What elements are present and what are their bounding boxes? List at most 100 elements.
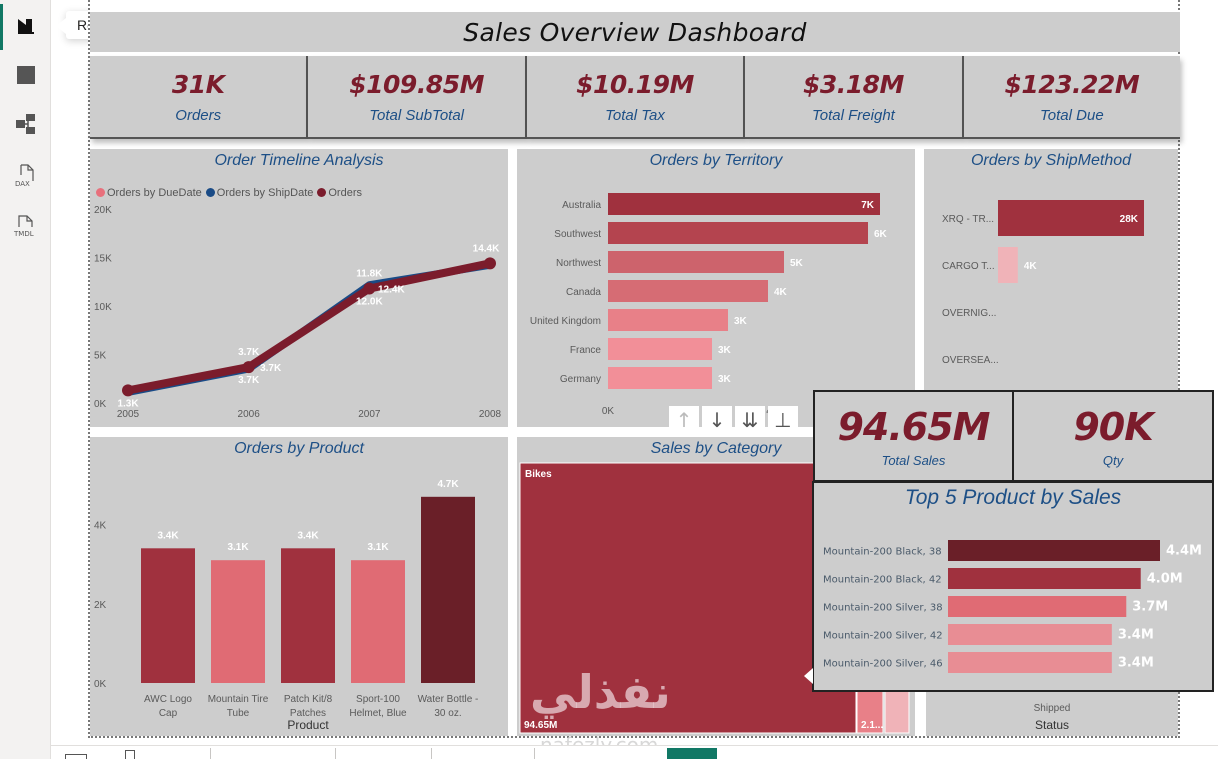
data-label: 3.7K <box>238 375 260 386</box>
bar <box>281 548 335 683</box>
kpi-value: $109.85M <box>349 69 484 99</box>
top5-products-visual[interactable]: Top 5 Product by Sales Mountain-200 Blac… <box>812 481 1214 692</box>
visual-title: Orders by ShipMethod <box>970 152 1132 169</box>
x-tick-label: Helmet, Blue <box>349 708 407 719</box>
x-tick-label: Water Bottle - <box>418 694 479 705</box>
top5-chart-svg: Mountain-200 Black, 38 4.4M Mountain-200 B… <box>823 540 1202 673</box>
tab-divider <box>335 748 336 759</box>
data-label: 28K <box>1120 214 1139 225</box>
drill-down-button[interactable]: ↓ <box>702 406 732 434</box>
orders-by-product-visual[interactable]: Orders by Product 0K 2K 4K 3.4K AWC Logo Cap 3… <box>90 437 508 736</box>
kpi-card-orders[interactable]: 31K Orders <box>90 56 309 139</box>
y-tick-label: 10K <box>94 302 112 313</box>
dax-query-view-button[interactable]: DAX <box>8 158 44 194</box>
table-view-icon <box>16 65 36 85</box>
category-label: Mountain-200 Black, 38 <box>823 547 942 558</box>
kpi-value: 31K <box>171 69 225 99</box>
active-page-tab[interactable] <box>667 748 717 759</box>
card-value: 90K <box>1073 404 1153 449</box>
arrow-up-icon: ↑ <box>675 408 693 432</box>
category-label: Mountain-200 Silver, 38 <box>823 603 943 614</box>
y-tick-label: 0K <box>94 679 107 690</box>
qty-card[interactable]: 90K Qty <box>1012 390 1214 482</box>
kpi-row: 31K Orders $109.85M Total SubTotal $10.1… <box>90 56 1181 139</box>
kpi-label: Orders <box>175 106 222 124</box>
category-label: Northwest <box>556 258 601 269</box>
data-label: 3K <box>718 374 732 385</box>
bar <box>608 309 728 331</box>
category-label: XRQ - TR... <box>942 214 994 225</box>
data-label: 14.4K <box>473 243 500 254</box>
bar <box>211 560 265 683</box>
kpi-card-total-freight[interactable]: $3.18M Total Freight <box>745 56 964 139</box>
data-label: 3.1K <box>227 542 249 553</box>
legend-item[interactable]: Orders <box>317 187 362 199</box>
x-tick-label: Sport-100 <box>356 694 400 705</box>
y-tick-label: 5K <box>94 351 107 362</box>
page-nav-icon[interactable] <box>125 750 135 759</box>
bar <box>998 247 1018 283</box>
active-view-indicator <box>0 4 3 50</box>
tmdl-view-button[interactable]: TMDL <box>8 208 44 244</box>
data-label: 3K <box>718 345 732 356</box>
data-label: 12.4K <box>378 285 405 296</box>
orders-by-shipmethod-visual[interactable]: Orders by ShipMethod XRQ - TR... 28K CARGO… <box>924 149 1178 394</box>
page-nav-icon[interactable] <box>65 754 87 759</box>
x-tick-label: Tube <box>227 708 250 719</box>
total-sales-card[interactable]: 94.65M Total Sales <box>813 390 1014 482</box>
orders-by-territory-visual[interactable]: Orders by Territory Australia 7K Southwest… <box>517 149 915 427</box>
visual-title: Orders by Territory <box>649 152 783 169</box>
data-label: 1.3K <box>117 398 139 409</box>
data-label: 4.4M <box>1166 544 1202 559</box>
chart-legend: Orders by DueDate Orders by ShipDate Ord… <box>96 187 362 199</box>
kpi-card-total-tax[interactable]: $10.19M Total Tax <box>526 56 746 139</box>
next-level-button[interactable]: ⇊ <box>735 406 765 434</box>
data-label: 12.0K <box>356 297 383 308</box>
kpi-label: Total Freight <box>812 106 895 124</box>
expand-hierarchy-button[interactable]: ⊥ <box>768 406 798 434</box>
kpi-card-total-due[interactable]: $123.22M Total Due <box>963 56 1181 139</box>
model-view-button[interactable] <box>8 106 44 142</box>
data-point <box>484 257 496 270</box>
y-tick-label: 15K <box>94 254 112 265</box>
expand-hierarchy-icon: ⊥ <box>774 408 792 432</box>
visual-title: Sales by Category <box>650 440 782 457</box>
model-view-icon <box>15 113 37 135</box>
y-tick-label: 0K <box>94 399 107 410</box>
x-tick-label: 0K <box>602 406 615 417</box>
data-label: 4.0M <box>1147 572 1183 587</box>
dax-icon: DAX <box>13 163 39 189</box>
x-tick-label: 2007 <box>358 409 381 420</box>
category-label: France <box>570 345 602 356</box>
data-label: 3.7K <box>238 347 260 358</box>
tab-divider <box>431 748 432 759</box>
tooltip-pointer <box>804 668 813 684</box>
data-label: 3K <box>734 316 748 327</box>
bar <box>141 548 195 683</box>
shipmethod-chart-svg: XRQ - TR... 28K CARGO T... 4K OVERNIG... OVER… <box>942 200 1144 366</box>
data-label: 4K <box>774 287 788 298</box>
tile-header-label: Bikes <box>525 469 552 480</box>
x-tick-label: Patches <box>290 708 326 719</box>
legend-item[interactable]: Orders by ShipDate <box>205 187 313 199</box>
legend-item[interactable]: Orders by DueDate <box>96 187 202 199</box>
category-label: Southwest <box>554 229 601 240</box>
data-label: 5K <box>790 258 804 269</box>
x-tick-label: 2008 <box>479 409 502 420</box>
kpi-card-total-subtotal[interactable]: $109.85M Total SubTotal <box>308 56 527 139</box>
product-chart-svg: 0K 2K 4K 3.4K AWC Logo Cap 3.1K Mountain Tire Tu… <box>94 479 479 732</box>
order-timeline-visual[interactable]: Order Timeline Analysis Orders by DueDat… <box>90 149 508 427</box>
page-tabs-strip <box>51 745 1218 759</box>
y-tick-label: 2K <box>94 600 107 611</box>
x-tick-label: 2005 <box>117 409 140 420</box>
data-label: 3.7M <box>1132 600 1168 615</box>
status-category-label: Shipped <box>1033 703 1071 714</box>
drill-up-button[interactable]: ↑ <box>669 406 699 434</box>
x-tick-label: 2006 <box>238 409 261 420</box>
tile-value-label: 94.65M <box>524 720 557 731</box>
data-label: 7K <box>861 200 875 211</box>
watermark-arabic: نفذلي <box>530 665 671 719</box>
table-view-button[interactable] <box>8 57 44 93</box>
x-tick-label: AWC Logo <box>144 694 192 705</box>
report-view-button[interactable] <box>8 8 44 44</box>
